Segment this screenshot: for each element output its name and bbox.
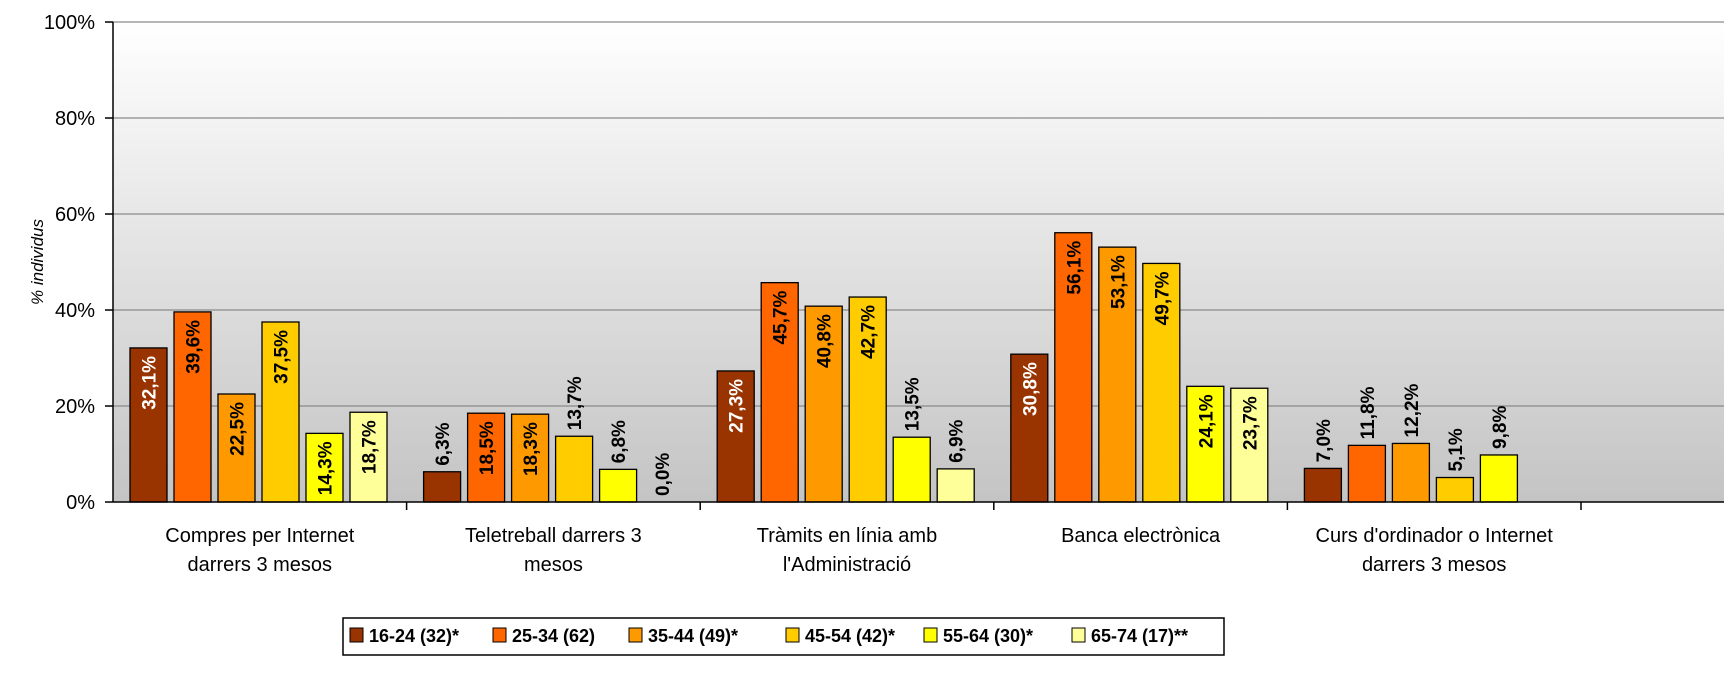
data-label: 45,7% (771, 291, 792, 345)
bar (848, 296, 887, 503)
bar (422, 471, 462, 503)
data-label: 6,8% (609, 420, 630, 463)
data-label: 39,6% (184, 320, 205, 374)
legend-label: 55-64 (30)* (943, 626, 1033, 646)
bar (804, 305, 843, 503)
legend-label: 25-34 (62) (512, 626, 595, 646)
bar (598, 468, 638, 503)
data-label: 18,3% (521, 422, 542, 476)
legend-swatch (349, 627, 364, 643)
legend-label: 45-54 (42)* (805, 626, 895, 646)
data-label: 13,7% (565, 376, 586, 430)
data-label: 5,1% (1446, 428, 1467, 471)
bar (1142, 262, 1181, 503)
data-label: 18,5% (477, 421, 498, 475)
bar (1391, 442, 1431, 503)
bar (466, 412, 506, 503)
bar (554, 435, 594, 503)
legend-swatch (492, 627, 507, 643)
data-label: 30,8% (1020, 362, 1041, 416)
bar (1303, 467, 1343, 503)
x-category-label: darrers 3 mesos (1362, 554, 1507, 576)
x-category-label: Compres per Internet (165, 525, 354, 547)
data-label: 6,3% (433, 422, 454, 465)
x-category-label: Tràmits en línia amb (757, 525, 937, 547)
data-label: 27,3% (727, 379, 748, 433)
data-label: 7,0% (1314, 419, 1335, 462)
data-label: 14,3% (316, 441, 337, 495)
legend-swatch (1071, 627, 1086, 643)
bars (129, 232, 1519, 503)
gridlines (113, 21, 1724, 407)
data-label: 42,7% (859, 305, 880, 359)
data-label: 49,7% (1152, 271, 1173, 325)
data-label: 22,5% (228, 402, 249, 456)
x-category-label: Banca electrònica (1061, 525, 1221, 547)
legend-swatch (628, 627, 643, 643)
data-label: 56,1% (1064, 241, 1085, 295)
x-category-label: darrers 3 mesos (188, 554, 333, 576)
bar (1347, 444, 1387, 503)
bar (1435, 476, 1475, 503)
bar (129, 347, 168, 503)
bar (217, 393, 256, 503)
legend: 16-24 (32)* 25-34 (62) 35-44 (49)* 45-54 (4… (342, 617, 1225, 656)
y-tick-label: 100% (44, 12, 95, 34)
data-label: 24,1% (1196, 394, 1217, 448)
legend-label: 35-44 (49)* (648, 626, 738, 646)
data-label: 9,8% (1490, 406, 1511, 449)
y-tick-label: 40% (55, 300, 95, 322)
data-label: 6,9% (947, 419, 968, 462)
y-axis-title: % individus (28, 219, 47, 305)
bar (349, 411, 388, 503)
bar (892, 436, 931, 503)
x-category-label: l'Administració (783, 554, 911, 576)
bar (1054, 232, 1093, 503)
legend-swatch (785, 627, 800, 643)
data-labels: 32,1% 39,6% 22,5% 37,5% 14,3% 18,7% 6,3% 18,5% 1… (140, 241, 1511, 496)
bar (1479, 454, 1519, 503)
bar (1010, 353, 1049, 503)
bar (1230, 387, 1269, 503)
x-category-labels: Compres per Internet darrers 3 mesos Telet… (165, 525, 1553, 576)
y-tick-labels: 0% 20% 40% 60% 80% 100% (44, 12, 95, 514)
data-label: 12,2% (1402, 383, 1423, 437)
data-label: 13,5% (903, 377, 924, 431)
x-category-label: Curs d'ordinador o Internet (1316, 525, 1554, 547)
legend-label: 16-24 (32)* (369, 626, 459, 646)
y-tick-label: 80% (55, 108, 95, 130)
bar (1098, 246, 1137, 503)
data-label: 18,7% (360, 420, 381, 474)
data-label: 37,5% (272, 330, 293, 384)
y-tick-label: 0% (66, 492, 95, 514)
x-category-label: mesos (524, 554, 583, 576)
data-label: 23,7% (1240, 396, 1261, 450)
bar (936, 468, 975, 503)
data-label: 53,1% (1108, 255, 1129, 309)
data-label: 11,8% (1358, 386, 1379, 439)
y-tick-label: 60% (55, 204, 95, 226)
legend-swatch (923, 627, 938, 643)
legend-label: 65-74 (17)** (1091, 626, 1188, 646)
bar (261, 321, 300, 503)
axes (105, 21, 1724, 510)
y-tick-label: 20% (55, 396, 95, 418)
bar (305, 432, 344, 503)
x-category-label: Teletreball darrers 3 (465, 525, 642, 547)
data-label: 0,0% (653, 453, 674, 496)
data-label: 32,1% (140, 356, 161, 410)
data-label: 40,8% (815, 314, 836, 368)
